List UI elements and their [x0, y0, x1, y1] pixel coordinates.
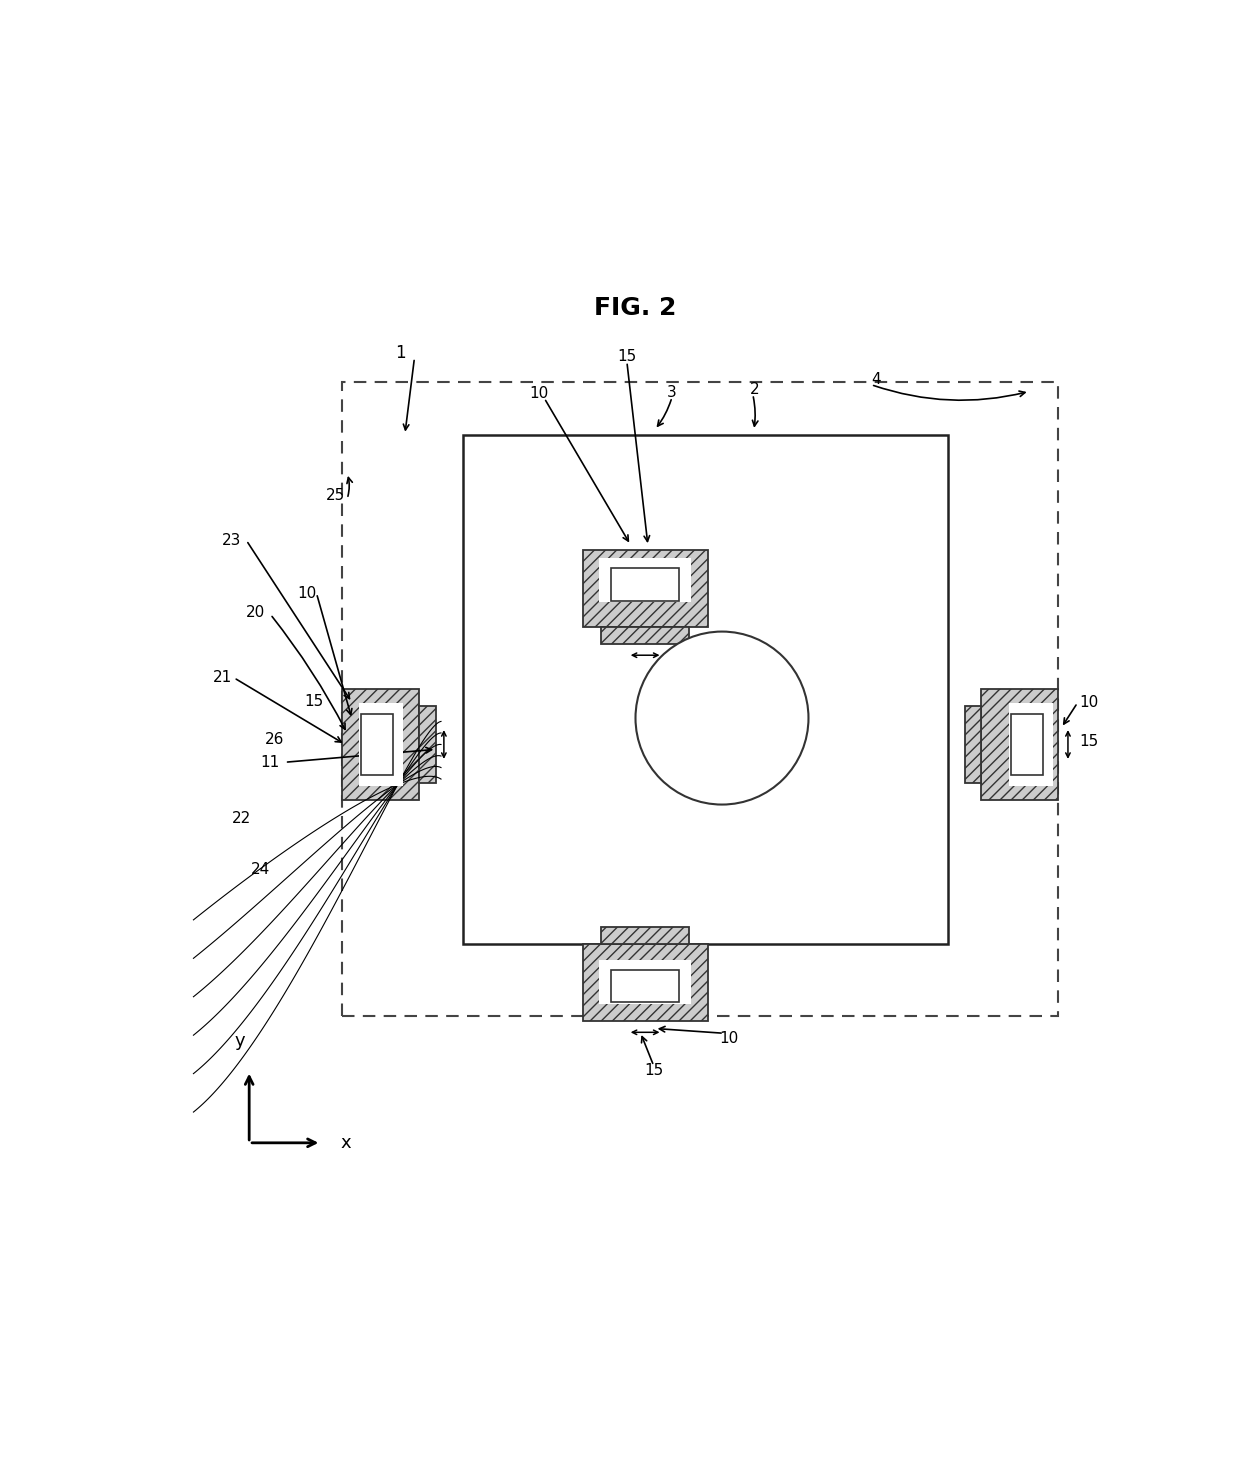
Bar: [965, 705, 982, 784]
Bar: [361, 714, 393, 775]
Bar: [601, 927, 689, 944]
Bar: [583, 944, 708, 1021]
Text: 22: 22: [232, 812, 250, 827]
Bar: [611, 568, 680, 600]
Bar: [611, 970, 680, 1003]
Text: 11: 11: [260, 754, 280, 769]
Text: 15: 15: [618, 349, 636, 364]
Text: 10: 10: [298, 586, 316, 600]
Text: 3: 3: [667, 385, 677, 399]
Bar: [1009, 703, 1053, 787]
Text: 15: 15: [1080, 734, 1099, 748]
Text: 15: 15: [304, 694, 324, 710]
Text: 20: 20: [247, 605, 265, 620]
Text: 15: 15: [644, 1063, 663, 1078]
Text: 24: 24: [250, 862, 270, 877]
Text: 10: 10: [1080, 695, 1099, 710]
Circle shape: [635, 632, 808, 805]
Text: 10: 10: [719, 1031, 738, 1046]
Text: 10: 10: [529, 386, 549, 401]
Text: 26: 26: [265, 732, 285, 747]
Bar: [360, 703, 403, 787]
Bar: [982, 689, 1058, 800]
Text: 25: 25: [326, 488, 345, 503]
Text: x: x: [341, 1134, 351, 1152]
Text: 2: 2: [750, 382, 759, 396]
Text: y: y: [234, 1032, 244, 1050]
Bar: [583, 550, 708, 627]
Bar: [601, 627, 689, 643]
Text: 1: 1: [394, 345, 405, 362]
Text: 23: 23: [222, 532, 242, 547]
Text: 4: 4: [870, 373, 880, 387]
Bar: [1011, 714, 1043, 775]
Bar: [342, 382, 1058, 1016]
Bar: [342, 689, 419, 800]
Bar: [419, 705, 436, 784]
Text: 21: 21: [212, 670, 232, 685]
Bar: [599, 559, 691, 602]
Bar: [463, 435, 947, 944]
Text: FIG. 2: FIG. 2: [594, 296, 677, 319]
Bar: [599, 960, 691, 1004]
